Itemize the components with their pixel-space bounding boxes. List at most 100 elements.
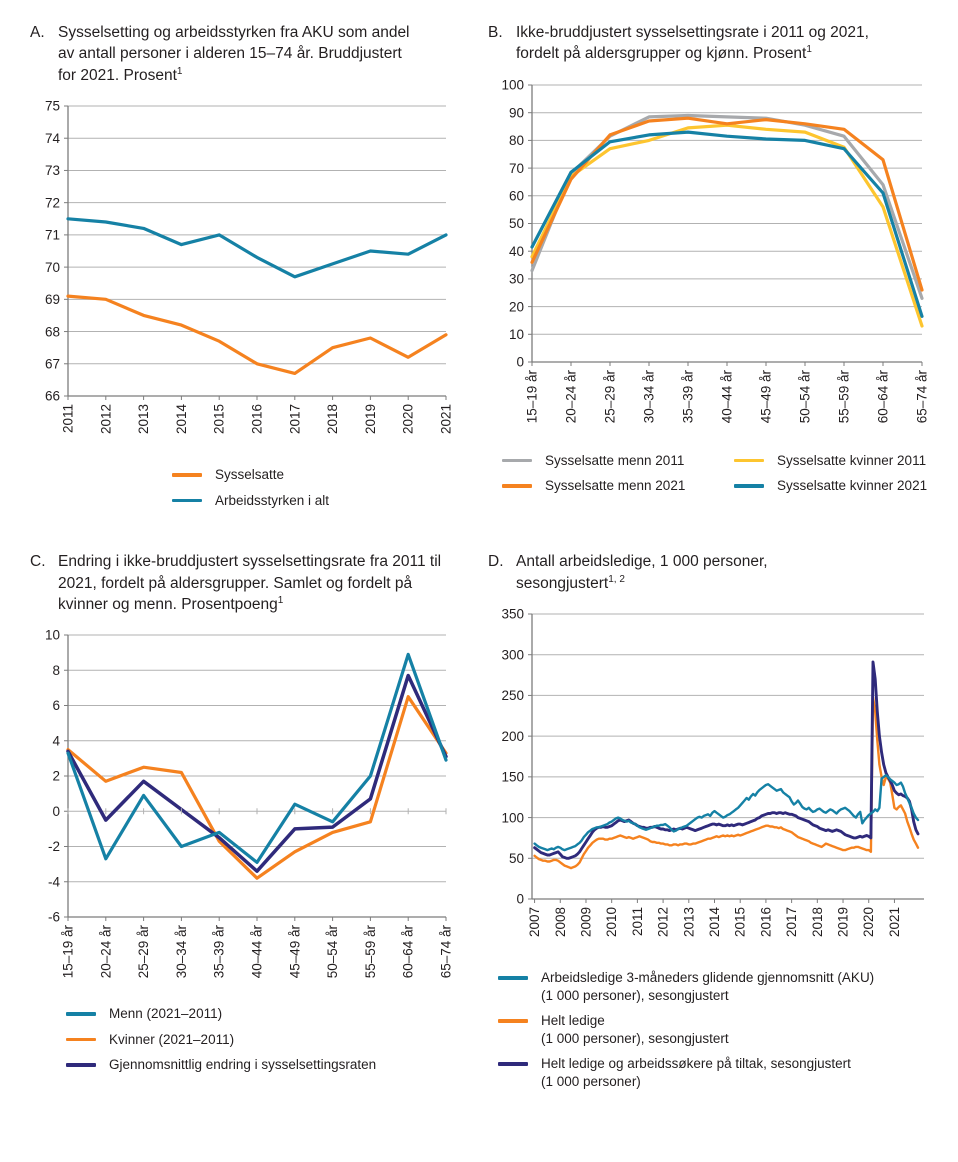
legend-swatch-icon [66, 1012, 96, 1016]
svg-text:30–34 år: 30–34 år [642, 369, 657, 423]
legend-swatch-icon [498, 1019, 528, 1023]
svg-text:69: 69 [45, 292, 60, 307]
svg-text:30–34 år: 30–34 år [174, 925, 189, 979]
panel-a-title-row: A. Sysselsetting og arbeidsstyrken fra A… [30, 22, 488, 86]
svg-text:350: 350 [501, 607, 524, 622]
svg-text:30: 30 [509, 271, 524, 286]
legend-label: Menn (2021–2011) [109, 1006, 223, 1022]
svg-text:25–29 år: 25–29 år [136, 925, 151, 979]
panel-d-title-row: D. Antall arbeidsledige, 1 000 personer,… [488, 551, 940, 594]
legend-label: Arbeidsstyrken i alt [215, 492, 330, 508]
legend-item: Helt ledige og arbeidssøkere på tiltak, … [498, 1055, 940, 1090]
svg-text:2009: 2009 [578, 907, 593, 937]
svg-text:2014: 2014 [174, 404, 189, 435]
panel-d-title-text: Antall arbeidsledige, 1 000 personer, se… [516, 553, 768, 592]
svg-text:300: 300 [501, 647, 524, 662]
legend-swatch-icon [66, 1063, 96, 1068]
panel-b-title-row: B. Ikke-bruddjustert sysselsettingsrate … [488, 22, 940, 65]
svg-text:150: 150 [501, 770, 524, 785]
svg-text:90: 90 [509, 105, 524, 120]
panel-b-label: B. [488, 24, 503, 41]
svg-text:6: 6 [52, 699, 60, 714]
svg-text:2020: 2020 [401, 404, 416, 434]
svg-text:2017: 2017 [784, 907, 799, 937]
svg-text:-4: -4 [48, 875, 60, 890]
legend-label: Gjennomsnittlig endring i sysselsettings… [109, 1057, 377, 1073]
panel-d: D. Antall arbeidsledige, 1 000 personer,… [488, 551, 940, 1090]
svg-text:70: 70 [45, 260, 60, 275]
svg-text:20–24 år: 20–24 år [98, 925, 113, 979]
svg-text:2016: 2016 [758, 907, 773, 937]
legend-item: Menn (2021–2011) [66, 1005, 488, 1023]
svg-text:2011: 2011 [61, 404, 76, 433]
legend-label: Helt ledige (1 000 personer), sesongjuste… [541, 1013, 729, 1046]
svg-text:2017: 2017 [287, 404, 302, 434]
legend-label: Sysselsatte [215, 467, 285, 483]
panel-a-label: A. [30, 24, 45, 41]
svg-text:200: 200 [501, 729, 524, 744]
legend-label: Helt ledige og arbeidssøkere på tiltak, … [541, 1056, 851, 1089]
svg-text:0: 0 [52, 804, 60, 819]
panel-d-footnote-marker: 1, 2 [608, 573, 625, 585]
legend-item: Sysselsatte menn 2011 [502, 452, 730, 470]
svg-text:2012: 2012 [656, 907, 671, 937]
svg-text:72: 72 [45, 196, 60, 211]
chart-b-legend: Sysselsatte menn 2011 Sysselsatte kvinner… [502, 452, 940, 495]
svg-text:2021: 2021 [887, 907, 902, 937]
panel-a-footnote-marker: 1 [176, 65, 183, 77]
svg-text:40: 40 [509, 244, 524, 259]
svg-text:2019: 2019 [363, 404, 378, 434]
panel-c-title: Endring i ikke-bruddjustert sysselsettin… [58, 551, 446, 615]
svg-text:35–39 år: 35–39 år [681, 369, 696, 423]
legend-swatch-icon [172, 498, 202, 503]
legend-item: Sysselsatte [172, 466, 488, 484]
svg-text:2016: 2016 [250, 404, 265, 434]
svg-text:8: 8 [52, 663, 60, 678]
svg-text:20: 20 [509, 299, 524, 314]
svg-text:2: 2 [52, 769, 60, 784]
svg-text:45–49 år: 45–49 år [287, 925, 302, 979]
svg-text:2013: 2013 [136, 404, 151, 434]
svg-text:2019: 2019 [836, 907, 851, 937]
legend-item: Arbeidsstyrken i alt [172, 492, 488, 510]
svg-text:40–44 år: 40–44 år [250, 925, 265, 979]
figure-page: A. Sysselsetting og arbeidsstyrken fra A… [30, 22, 940, 1090]
svg-text:25–29 år: 25–29 år [603, 369, 618, 423]
legend-swatch-icon [66, 1037, 96, 1042]
svg-text:2020: 2020 [861, 907, 876, 937]
svg-text:50: 50 [509, 216, 524, 231]
chart-c-plot: -6 -4 -2 0 2 4 6 8 10 15–19 år 20–24 år 25–29 år 30–… [45, 628, 454, 979]
svg-text:60: 60 [509, 188, 524, 203]
svg-text:73: 73 [45, 163, 60, 178]
svg-text:-6: -6 [48, 910, 60, 925]
svg-text:10: 10 [45, 628, 60, 643]
legend-swatch-icon [498, 975, 528, 980]
legend-swatch-icon [502, 458, 532, 463]
chart-c-legend: Menn (2021–2011) Kvinner (2021–2011) Gjenn… [66, 1005, 488, 1074]
legend-item: Helt ledige (1 000 personer), sesongjuste… [498, 1012, 940, 1047]
panel-c-title-row: C. Endring i ikke-bruddjustert sysselset… [30, 551, 488, 615]
panel-a: A. Sysselsetting og arbeidsstyrken fra A… [30, 22, 488, 509]
svg-text:2014: 2014 [707, 906, 722, 937]
svg-text:2015: 2015 [212, 404, 227, 434]
svg-text:55–59 år: 55–59 år [837, 369, 852, 423]
svg-text:2012: 2012 [98, 404, 113, 434]
svg-text:50: 50 [509, 851, 524, 866]
panel-b-footnote-marker: 1 [806, 44, 812, 56]
svg-text:50–54 år: 50–54 år [325, 925, 340, 979]
svg-text:-2: -2 [48, 840, 60, 855]
legend-label: Sysselsatte kvinner 2021 [777, 478, 928, 494]
svg-text:60–64 år: 60–64 år [876, 369, 891, 423]
svg-text:70: 70 [509, 161, 524, 176]
panel-a-title: Sysselsetting og arbeidsstyrken fra AKU … [58, 22, 410, 86]
svg-text:67: 67 [45, 357, 60, 372]
chart-d-plot: 0 50 100 150 200 250 300 350 2007 2008 2009 2010 201… [501, 607, 924, 937]
svg-text:2015: 2015 [733, 907, 748, 937]
svg-text:35–39 år: 35–39 år [212, 925, 227, 979]
chart-d-legend: Arbeidsledige 3-måneders glidende gjenno… [498, 969, 940, 1090]
legend-item: Sysselsatte kvinner 2021 [734, 477, 940, 495]
legend-item: Kvinner (2021–2011) [66, 1031, 488, 1049]
legend-label: Sysselsatte kvinner 2011 [777, 452, 927, 468]
svg-text:45–49 år: 45–49 år [759, 369, 774, 423]
svg-text:2010: 2010 [604, 907, 619, 937]
